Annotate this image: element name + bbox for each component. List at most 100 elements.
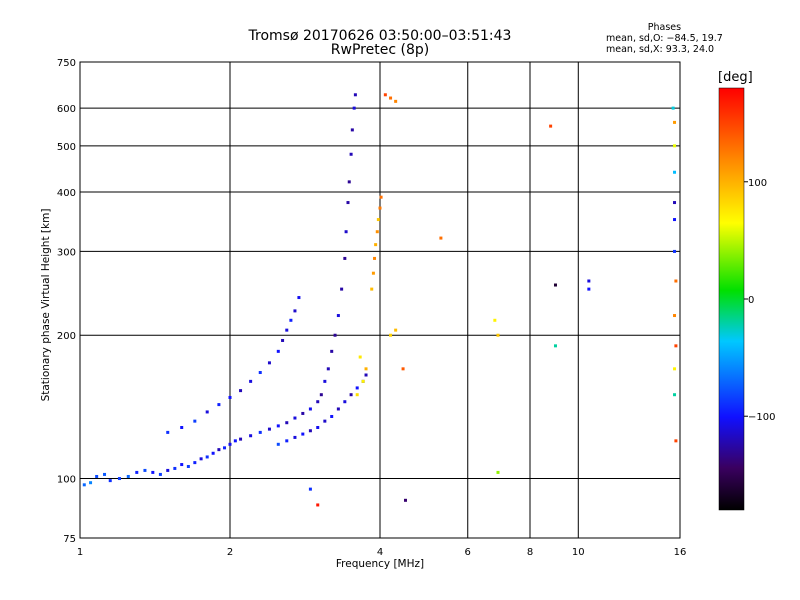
echo-point bbox=[344, 230, 348, 234]
echo-point bbox=[358, 355, 362, 359]
echo-point bbox=[361, 379, 365, 383]
plot-frame bbox=[79, 61, 681, 539]
echo-point bbox=[549, 124, 553, 128]
echo-point bbox=[323, 379, 327, 383]
echo-point bbox=[228, 442, 232, 446]
colorbar-tick-label: −100 bbox=[748, 412, 775, 423]
echo-point bbox=[364, 373, 368, 377]
echo-points bbox=[82, 93, 678, 507]
echo-point bbox=[330, 414, 334, 418]
echo-point bbox=[267, 427, 271, 431]
echo-point bbox=[394, 328, 398, 332]
echo-point bbox=[173, 466, 177, 470]
echo-point bbox=[151, 470, 155, 474]
echo-point bbox=[297, 296, 301, 300]
echo-point bbox=[308, 487, 312, 491]
echo-point bbox=[258, 430, 262, 434]
echo-point bbox=[673, 120, 677, 124]
echo-point bbox=[374, 243, 378, 247]
echo-point bbox=[166, 468, 170, 472]
echo-point bbox=[186, 464, 190, 468]
y-tick-label: 600 bbox=[57, 104, 76, 115]
echo-point bbox=[281, 338, 285, 342]
echo-point bbox=[673, 314, 677, 318]
chart-title: Tromsø 20170626 03:50:00–03:51:43 bbox=[248, 28, 512, 44]
colorbar-ticks: 100 0 −100 bbox=[744, 178, 775, 423]
echo-point bbox=[293, 416, 297, 420]
y-tick-label: 75 bbox=[63, 534, 76, 545]
colorbar-label: [deg] bbox=[718, 70, 753, 85]
y-tick-label: 200 bbox=[57, 331, 76, 342]
x-tick-label: 10 bbox=[572, 547, 585, 558]
echo-point bbox=[389, 333, 393, 337]
echo-point bbox=[673, 170, 677, 174]
echo-point bbox=[205, 455, 209, 459]
chart-subtitle: RwPretec (8p) bbox=[330, 42, 430, 58]
echo-point bbox=[336, 407, 340, 411]
echo-point bbox=[370, 287, 374, 291]
echo-point bbox=[378, 206, 382, 210]
grid bbox=[80, 62, 680, 538]
echo-point bbox=[401, 367, 405, 371]
echo-point bbox=[211, 451, 215, 455]
echo-point bbox=[496, 333, 500, 337]
echo-point bbox=[364, 367, 368, 371]
echo-point bbox=[333, 333, 337, 337]
echo-point bbox=[376, 218, 380, 222]
echo-point bbox=[403, 498, 407, 502]
echo-point bbox=[217, 448, 221, 452]
echo-point bbox=[349, 393, 353, 397]
echo-point bbox=[285, 439, 289, 443]
echo-point bbox=[180, 463, 184, 467]
echo-point bbox=[336, 314, 340, 318]
colorbar-tick-label: 100 bbox=[748, 178, 767, 189]
echo-point bbox=[671, 106, 675, 110]
stats-x-mode: mean, sd,X: 93.3, 24.0 bbox=[606, 44, 715, 55]
echo-point bbox=[166, 430, 170, 434]
echo-point bbox=[193, 461, 197, 465]
echo-point bbox=[276, 442, 280, 446]
echo-point bbox=[205, 410, 209, 414]
echo-point bbox=[340, 287, 344, 291]
echo-point bbox=[493, 318, 497, 322]
echo-point bbox=[135, 470, 139, 474]
echo-point bbox=[383, 93, 387, 97]
echo-point bbox=[233, 439, 237, 443]
echo-point bbox=[379, 195, 383, 199]
x-tick-label: 2 bbox=[227, 547, 233, 558]
colorbar bbox=[718, 87, 745, 511]
y-tick-label: 750 bbox=[57, 58, 76, 69]
echo-point bbox=[301, 411, 305, 415]
echo-point bbox=[496, 470, 500, 474]
echo-point bbox=[276, 349, 280, 353]
echo-point bbox=[371, 271, 375, 275]
echo-point bbox=[323, 419, 327, 423]
echo-point bbox=[117, 477, 121, 481]
echo-point bbox=[375, 230, 379, 234]
echo-point bbox=[394, 99, 398, 103]
echo-point bbox=[308, 429, 312, 433]
echo-point bbox=[249, 379, 253, 383]
echo-point bbox=[355, 386, 359, 390]
y-tick-label: 400 bbox=[57, 188, 76, 199]
echo-point bbox=[347, 180, 351, 184]
echo-point bbox=[199, 457, 203, 461]
echo-point bbox=[553, 344, 557, 348]
echo-point bbox=[239, 437, 243, 441]
echo-point bbox=[316, 400, 320, 404]
echo-point bbox=[249, 434, 253, 438]
echo-point bbox=[316, 425, 320, 429]
echo-point bbox=[285, 328, 289, 332]
echo-point bbox=[285, 421, 289, 425]
stats-header: Phases bbox=[647, 22, 682, 33]
x-axis-label: Frequency [MHz] bbox=[335, 558, 425, 570]
echo-point bbox=[89, 481, 93, 485]
x-tick-label: 1 bbox=[77, 547, 83, 558]
echo-point bbox=[330, 349, 334, 353]
echo-point bbox=[228, 395, 232, 399]
echo-point bbox=[180, 425, 184, 429]
axis-ticks: 1 2 4 6 8 10 16 75 100 200 300 400 500 600 750 bbox=[57, 58, 686, 558]
echo-point bbox=[258, 371, 262, 375]
echo-point bbox=[143, 468, 147, 472]
echo-point bbox=[355, 393, 359, 397]
